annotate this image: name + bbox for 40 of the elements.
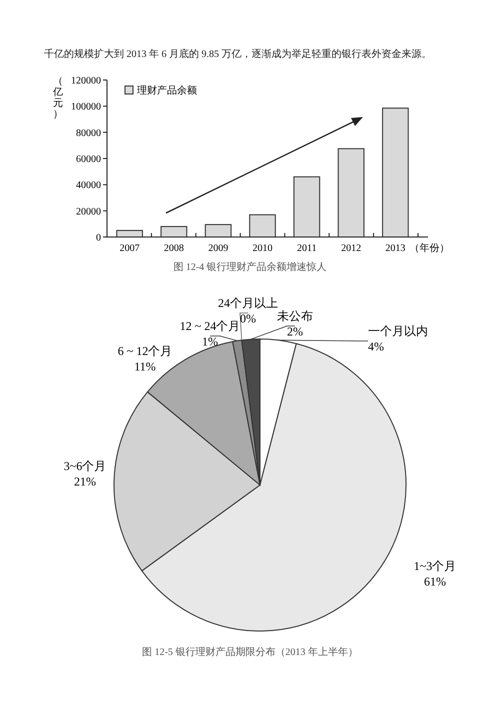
y-tick-label: 60000	[76, 154, 101, 165]
x-tick-label: 2007	[120, 243, 140, 254]
y-tick-label: 80000	[76, 128, 101, 139]
slice-label: 1~3个月	[414, 559, 456, 573]
y-tick-label: 20000	[76, 206, 101, 218]
category-label: 24个月以上	[218, 296, 278, 310]
bar	[293, 176, 320, 238]
data-label: 21%	[74, 474, 96, 489]
y-tick-label: 100000	[71, 102, 101, 113]
slice-label: 3~6个月	[64, 459, 106, 473]
bar	[160, 226, 188, 238]
x-tick-label: 2008	[164, 243, 184, 254]
x-tick-label: 2012	[341, 243, 362, 254]
text: 图 12-5 银行理财产品期限分布（2013 年上半年）	[142, 646, 358, 658]
data-label: 2%	[287, 324, 303, 339]
slice-label: 12 ~ 24个月	[180, 319, 240, 333]
bar	[204, 224, 232, 238]
data-label: 1%	[202, 334, 218, 349]
slice-label: 一个月以内	[368, 324, 428, 338]
y-axis-title: （亿元）	[52, 76, 63, 120]
x-tick-label: 2013	[385, 243, 406, 254]
text: 图 12-4 银行理财产品余额增速惊人	[173, 261, 327, 273]
data-label: 61%	[424, 574, 446, 589]
text: 0%	[240, 312, 256, 326]
y-tick-label: 0	[96, 232, 101, 244]
slice-label: 6 ~ 12个月	[118, 344, 172, 358]
x-tick-label: 2009	[208, 243, 228, 254]
slice-label: 未公布	[277, 309, 313, 323]
y-tick-label: 40000	[76, 180, 101, 192]
text: 千亿的规模扩大到 2013 年 6 月底的 9.85 万亿，逐渐成为举足轻重的银行表外资金来源。	[44, 48, 432, 60]
x-axis-title: （年份）	[409, 242, 450, 254]
bar	[338, 148, 364, 238]
x-tick-label: 2010	[252, 243, 272, 254]
y-tick-label: 120000	[71, 76, 101, 86]
data-label: 11%	[134, 360, 156, 374]
bar	[249, 214, 276, 238]
data-label: 4%	[368, 340, 384, 354]
bar	[382, 108, 409, 238]
legend-label: 理财产品余额	[137, 84, 197, 96]
x-tick-label: 2011	[296, 243, 317, 254]
